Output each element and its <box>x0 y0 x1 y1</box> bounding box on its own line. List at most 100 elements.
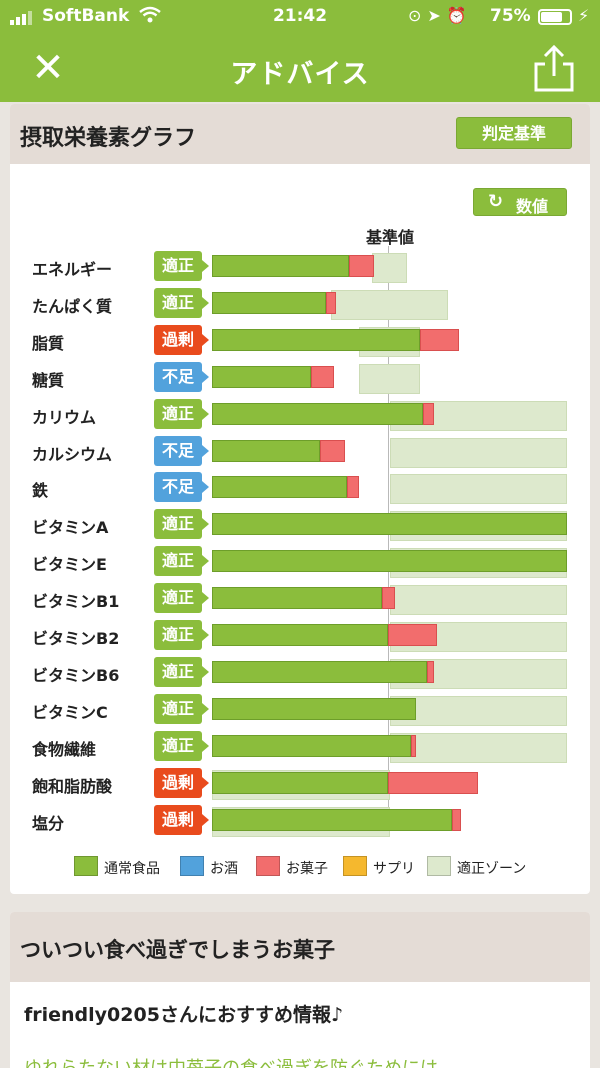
snack-card-title: ついつい食べ過ぎでしまうお菓子 <box>20 938 335 962</box>
status-badge: 適正 <box>154 583 209 614</box>
clock: 21:42 <box>272 6 328 26</box>
status-badge: 適正 <box>154 398 209 429</box>
nutrient-row: ビタミンA 適正 <box>10 506 590 543</box>
graph-card-title: 摂取栄養素グラフ <box>20 126 197 151</box>
snack-bar <box>426 660 434 683</box>
status-badge: 適正 <box>154 251 209 281</box>
nutrient-name: ビタミンB6 <box>32 665 120 685</box>
refresh-icon: ↻ <box>488 191 504 212</box>
nutrient-row: 食物繊維 適正 <box>10 728 590 765</box>
status-badge: 適正 <box>154 620 209 650</box>
food-bar <box>212 587 383 610</box>
criteria-button[interactable]: 判定基準 <box>456 117 572 149</box>
food-bar <box>212 660 427 683</box>
status-badge: 不足 <box>154 435 209 466</box>
status-badge: 適正 <box>154 656 209 687</box>
optimal-zone-bar <box>389 437 567 468</box>
legend-label: お酒 <box>210 861 238 877</box>
share-icon <box>534 44 574 92</box>
food-bar <box>212 734 411 757</box>
close-icon: ✕ <box>31 45 65 91</box>
status-badge: 不足 <box>154 361 209 392</box>
status-bar: SoftBank 21:42 ⊙➤⏰ 75% ⚡ <box>0 0 600 34</box>
nutrient-row: たんぱく質 適正 <box>10 285 590 322</box>
food-bar <box>212 328 420 351</box>
wifi-icon <box>139 6 161 23</box>
nutrient-name: ビタミンB2 <box>32 629 120 648</box>
optimal-zone-bar <box>389 732 567 763</box>
reference-label: 基準値 <box>365 228 414 247</box>
legend-label: サプリ <box>373 861 415 877</box>
nutrient-name: 塩分 <box>32 813 65 833</box>
nutrient-row: 塩分 過剰 <box>10 802 590 839</box>
nutrient-name: 糖質 <box>32 370 65 390</box>
snack-bar <box>410 734 417 757</box>
location-icon: ➤ <box>427 6 447 25</box>
legend-label: 通常食品 <box>104 861 160 877</box>
system-icons: ⊙➤⏰ <box>408 6 473 25</box>
nutrient-row: ビタミンB2 適正 <box>10 617 590 654</box>
nutrient-row: ビタミンE 適正 <box>10 543 590 580</box>
optimal-zone-bar <box>389 474 567 505</box>
reference-line <box>388 246 389 836</box>
food-bar <box>212 476 347 499</box>
food-bar <box>212 771 388 794</box>
nutrient-row: 飽和脂肪酸 過剰 <box>10 765 590 802</box>
snack-bar <box>325 291 337 314</box>
snack-bar <box>419 328 459 351</box>
nutrient-name: 脂質 <box>32 333 65 353</box>
legend: 通常食品 お酒 お菓子 サプリ 適正ゾーン <box>10 856 590 880</box>
food-bar <box>212 808 452 831</box>
legend-swatch <box>180 856 204 876</box>
snack-bar <box>348 255 374 277</box>
legend-swatch <box>256 856 280 876</box>
snack-card-header: ついつい食べ過ぎでしまうお菓子 <box>10 912 590 982</box>
nutrient-name: 飽和脂肪酸 <box>32 776 113 796</box>
optimal-zone-bar <box>389 695 567 726</box>
nutrient-graph-card: 摂取栄養素グラフ 判定基準 ↻ 数値 基準値 エネルギー 適正 たんぱく質 適正 脂質過… <box>10 104 590 894</box>
charging-icon: ⚡ <box>578 6 590 25</box>
food-bar <box>212 624 388 646</box>
rotation-lock-icon: ⊙ <box>408 6 428 25</box>
show-values-button[interactable]: ↻ 数値 <box>473 188 567 216</box>
share-button[interactable] <box>530 44 578 94</box>
legend-swatch <box>74 856 98 876</box>
battery-percent: 75% <box>490 6 531 26</box>
status-badge: 適正 <box>154 546 209 577</box>
recommendation-link[interactable]: ゆれらたない材は中苺子の食べ過ぎを防ぐためには <box>24 1054 438 1068</box>
snack-card: ついつい食べ過ぎでしまうお菓子 friendly0205さんにおすすめ情報♪ ゆ… <box>10 912 590 1068</box>
snack-bar <box>346 476 360 499</box>
optimal-zone-bar <box>371 253 408 283</box>
legend-label: 適正ゾーン <box>457 861 527 877</box>
status-badge: 過剰 <box>154 767 209 798</box>
food-bar <box>212 513 567 536</box>
snack-bar <box>382 587 395 610</box>
show-values-label: 数値 <box>516 197 549 216</box>
food-bar <box>212 291 326 314</box>
snack-bar <box>387 624 438 646</box>
nutrient-row: エネルギー 適正 <box>10 248 590 285</box>
nutrient-row: 鉄 不足 <box>10 469 590 506</box>
nutrient-name: 鉄 <box>32 481 49 501</box>
nutrient-name: ビタミンB1 <box>32 592 120 612</box>
nutrient-row: カリウム 適正 <box>10 396 590 433</box>
nutrient-row: ビタミンB1 適正 <box>10 580 590 617</box>
recommendation-heading: friendly0205さんにおすすめ情報♪ <box>24 1004 344 1026</box>
nutrient-row: 糖質 不足 <box>10 359 590 396</box>
nutrient-name: ビタミンA <box>32 518 109 538</box>
nutrient-row: ビタミンC 適正 <box>10 691 590 728</box>
legend-swatch <box>343 856 367 876</box>
nutrient-row: 脂質 過剰 <box>10 322 590 359</box>
status-badge: 過剰 <box>154 804 209 835</box>
status-badge: 適正 <box>154 287 209 318</box>
close-button[interactable]: ✕ <box>26 46 70 90</box>
nutrient-name: 食物繊維 <box>32 739 97 759</box>
signal-icon <box>10 11 32 25</box>
legend-label: お菓子 <box>286 861 328 877</box>
snack-bar <box>320 439 346 462</box>
optimal-zone-bar <box>389 585 567 616</box>
status-badge: 適正 <box>154 693 209 724</box>
nutrient-name: ビタミンC <box>32 702 108 722</box>
nutrient-name: エネルギー <box>32 260 113 279</box>
food-bar <box>212 365 312 388</box>
